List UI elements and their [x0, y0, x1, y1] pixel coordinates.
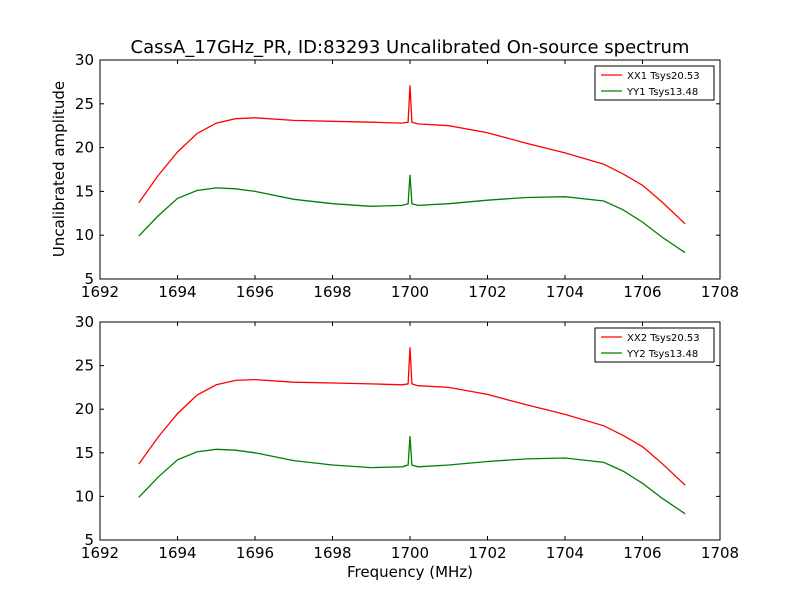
x-tick-label: 1706 — [623, 544, 661, 562]
x-tick-label: 1694 — [158, 544, 196, 562]
y-tick-label: 10 — [75, 226, 94, 244]
x-tick-label: 1698 — [313, 283, 351, 301]
series-line-xx — [138, 85, 686, 225]
legend: XX2 Tsys20.53 YY2 Tsys13.48 — [594, 327, 715, 363]
series-line-yy — [138, 174, 686, 254]
x-tick-label: 1700 — [391, 283, 429, 301]
x-axis-label: Frequency (MHz) — [347, 563, 473, 581]
y-tick-label: 10 — [75, 487, 94, 505]
subplot-top: 1692 1694 1696 1698 1700 1702 1704 1706 1708 5 10 1… — [75, 51, 739, 301]
y-tick-label: 5 — [84, 531, 94, 549]
legend-label: YY1 Tsys13.48 — [626, 87, 698, 98]
legend: XX1 Tsys20.53 YY1 Tsys13.48 — [594, 65, 715, 101]
y-tick-label: 30 — [75, 313, 94, 331]
legend-label: XX2 Tsys20.53 — [627, 333, 700, 344]
x-tick-label: 1692 — [81, 283, 119, 301]
x-tick-label: 1708 — [701, 544, 739, 562]
x-tick-label: 1700 — [391, 544, 429, 562]
x-tick-label: 1706 — [623, 283, 661, 301]
y-tick-label: 20 — [75, 400, 94, 418]
legend-label: YY2 Tsys13.48 — [626, 349, 698, 360]
subplot-bottom: 1692 1694 1696 1698 1700 1702 1704 1706 1708 5 10 1… — [75, 313, 739, 562]
series-line-yy — [138, 436, 686, 515]
x-tick-label: 1692 — [81, 544, 119, 562]
y-tick-label: 30 — [75, 51, 94, 69]
x-tick-label: 1702 — [468, 544, 506, 562]
x-tick-label: 1704 — [546, 283, 584, 301]
x-tick-label: 1702 — [468, 283, 506, 301]
legend-box — [594, 327, 715, 363]
x-tick-label: 1708 — [701, 283, 739, 301]
y-axis-label: Uncalibrated amplitude — [50, 81, 68, 257]
x-tick-label: 1696 — [236, 283, 274, 301]
x-tick-label: 1704 — [546, 544, 584, 562]
y-tick-label: 15 — [75, 182, 94, 200]
legend-box — [594, 65, 715, 101]
chart-title: CassA_17GHz_PR, ID:83293 Uncalibrated On… — [131, 37, 690, 58]
legend-label: XX1 Tsys20.53 — [627, 71, 700, 82]
y-tick-label: 15 — [75, 444, 94, 462]
y-tick-label: 25 — [75, 95, 94, 113]
y-tick-label: 25 — [75, 357, 94, 375]
y-tick-label: 20 — [75, 139, 94, 157]
x-tick-label: 1698 — [313, 544, 351, 562]
y-tick-label: 5 — [84, 270, 94, 288]
series-line-xx — [138, 347, 686, 486]
x-tick-label: 1694 — [158, 283, 196, 301]
x-tick-label: 1696 — [236, 544, 274, 562]
